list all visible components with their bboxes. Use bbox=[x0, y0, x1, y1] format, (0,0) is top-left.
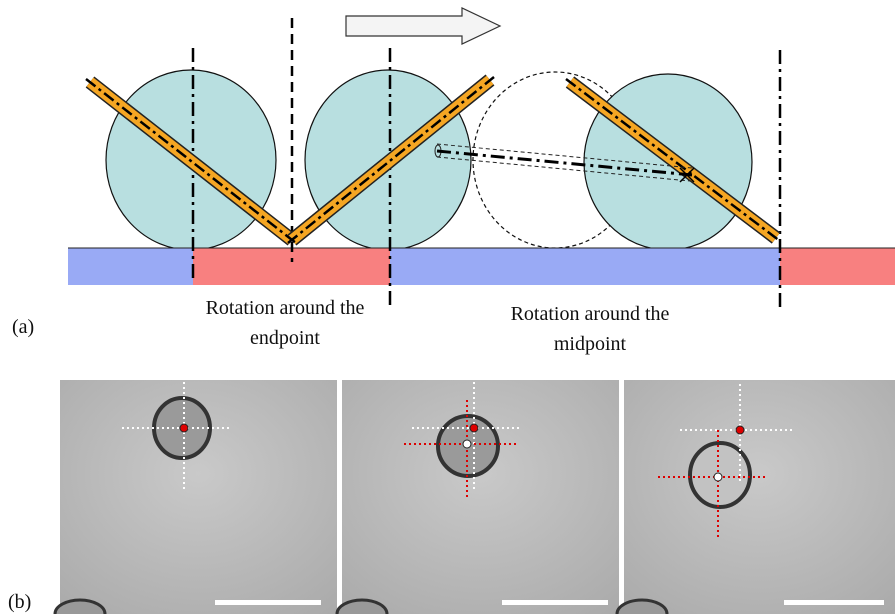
caption: Rotation around the bbox=[511, 303, 670, 325]
panel-label: (b) bbox=[8, 591, 31, 613]
substrate-blue bbox=[390, 248, 780, 285]
panel-label: (a) bbox=[12, 316, 34, 338]
micrograph bbox=[337, 380, 619, 614]
micrograph bbox=[55, 380, 337, 614]
substrate-blue bbox=[68, 248, 193, 285]
direction-arrow bbox=[346, 8, 500, 44]
caption: endpoint bbox=[250, 327, 320, 349]
micrograph bbox=[617, 380, 895, 614]
caption: midpoint bbox=[554, 333, 627, 355]
substrate-red bbox=[780, 248, 895, 285]
figure: (a) Rotation around the endpoint Rotatio… bbox=[0, 0, 895, 614]
spheres bbox=[106, 70, 752, 250]
caption: Rotation around the bbox=[206, 297, 365, 319]
substrate-red bbox=[193, 248, 390, 285]
